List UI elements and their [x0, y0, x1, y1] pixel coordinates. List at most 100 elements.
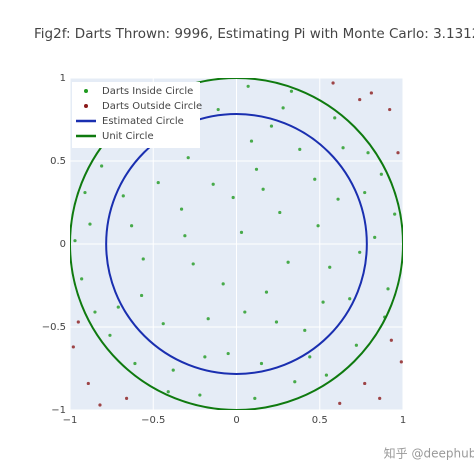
y-tick-label: 0	[60, 239, 66, 250]
dart-point	[231, 195, 235, 200]
dart-point	[83, 190, 87, 195]
dart-point	[298, 147, 302, 151]
dart-point	[88, 222, 92, 226]
dart-point	[80, 277, 84, 281]
dart-point	[206, 317, 210, 321]
dart-point	[286, 260, 290, 264]
dart-point	[348, 297, 352, 301]
dart-point	[366, 151, 370, 155]
dart-point	[198, 393, 202, 397]
dart-point	[269, 124, 274, 128]
circle-line	[105, 113, 368, 375]
legend-marker	[84, 104, 88, 108]
dart-point	[73, 239, 77, 243]
dart-point	[396, 151, 400, 155]
dart-point	[183, 234, 187, 238]
legend-label: Darts Outside Circle	[102, 101, 202, 112]
dart-point	[358, 97, 362, 102]
dart-point	[331, 81, 335, 85]
chart-title: Fig2f: Darts Thrown: 9996, Estimating Pi…	[34, 26, 474, 42]
dart-point	[141, 257, 145, 261]
dart-point	[289, 89, 294, 93]
dart-point	[216, 107, 220, 112]
dart-point	[179, 207, 184, 211]
dart-point	[293, 380, 297, 384]
x-tick-label: −1	[63, 415, 78, 426]
dart-point	[133, 361, 137, 366]
dart-point	[363, 381, 367, 386]
dart-point	[363, 190, 367, 195]
dart-point	[100, 164, 104, 168]
dart-point	[254, 167, 259, 171]
dart-point	[191, 262, 195, 266]
dart-point	[341, 146, 345, 150]
dart-point	[226, 351, 230, 356]
dart-point	[121, 194, 125, 198]
x-tick-label: 1	[400, 415, 406, 426]
dart-point	[86, 381, 90, 386]
legend-label: Unit Circle	[102, 131, 154, 142]
y-tick-label: 0.5	[50, 156, 66, 167]
dart-point	[369, 91, 373, 95]
x-tick-label: −0.5	[141, 415, 165, 426]
dart-point	[139, 293, 144, 298]
dart-point	[308, 355, 312, 359]
dart-point	[98, 403, 102, 407]
dart-point	[116, 305, 120, 309]
dart-point	[246, 84, 250, 88]
dart-point	[313, 177, 317, 181]
dart-point	[221, 282, 225, 286]
dart-point	[71, 345, 75, 349]
dart-point	[316, 224, 320, 228]
dart-point	[253, 396, 257, 400]
dart-point	[239, 230, 244, 234]
dart-point	[386, 287, 390, 291]
dart-point	[108, 333, 112, 337]
dart-point	[358, 250, 362, 254]
dart-point	[76, 320, 80, 324]
dart-point	[249, 139, 254, 143]
legend-marker	[84, 89, 88, 93]
dart-point	[125, 396, 129, 400]
dart-point	[303, 328, 307, 332]
dart-point	[333, 116, 337, 120]
dart-point	[93, 310, 97, 314]
dart-point	[328, 265, 332, 269]
x-tick-label: 0.5	[312, 415, 328, 426]
dart-point	[389, 338, 393, 342]
dart-point	[243, 310, 247, 314]
dart-point	[399, 360, 403, 364]
x-tick-label: 0	[233, 415, 239, 426]
dart-point	[354, 343, 358, 347]
dart-point	[388, 107, 392, 112]
dart-point	[324, 373, 329, 377]
dart-point	[166, 390, 170, 394]
y-tick-label: −1	[51, 405, 66, 416]
legend-label: Estimated Circle	[102, 116, 184, 127]
dart-point	[338, 401, 342, 405]
dart-point	[393, 212, 397, 216]
y-tick-label: 1	[60, 73, 66, 84]
dart-point	[321, 300, 325, 304]
dart-point	[203, 355, 207, 359]
dart-point	[261, 187, 265, 191]
dart-point	[378, 396, 382, 400]
dart-point	[186, 156, 190, 160]
dart-point	[171, 368, 175, 372]
dart-point	[278, 210, 282, 215]
dart-point	[274, 320, 279, 324]
dart-point	[379, 172, 383, 176]
watermark: 知乎 @deephub	[384, 447, 474, 461]
legend-label: Darts Inside Circle	[102, 86, 193, 97]
y-tick-label: −0.5	[42, 322, 66, 333]
dart-point	[161, 322, 165, 326]
dart-point	[281, 106, 285, 110]
dart-point	[373, 235, 377, 239]
dart-point	[259, 361, 264, 366]
dart-point	[336, 197, 340, 201]
dart-point	[264, 290, 269, 294]
dart-point	[156, 180, 160, 185]
dart-point	[211, 182, 215, 186]
dart-point	[130, 224, 134, 228]
